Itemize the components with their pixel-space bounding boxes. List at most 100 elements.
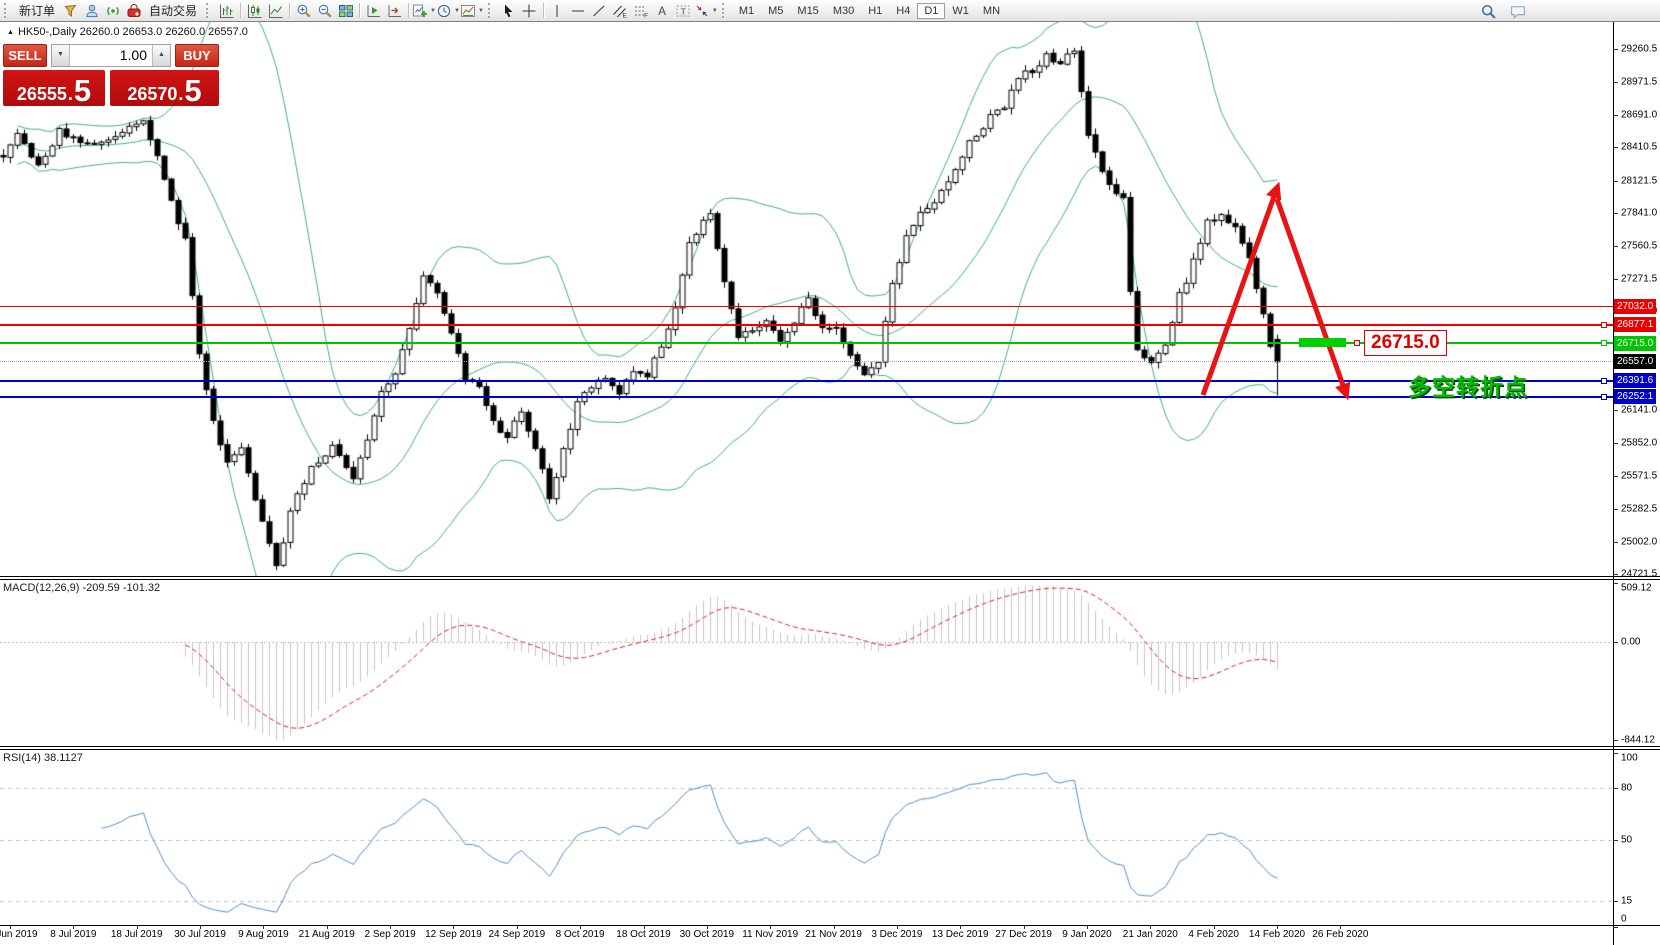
text-label-tool-icon[interactable]: T (673, 1, 694, 21)
zoom-out-icon[interactable] (314, 1, 335, 21)
buy-button[interactable]: BUY (175, 44, 219, 67)
buy-price-int: 26570 (127, 84, 178, 104)
price-tick-label: 24721.5 (1621, 568, 1658, 580)
search-icon[interactable] (1478, 1, 1499, 21)
date-tick (73, 925, 75, 929)
fibonacci-tool-icon[interactable]: F (631, 1, 652, 21)
down-trend-arrow[interactable] (1274, 198, 1351, 401)
auto-trading-icon[interactable] (123, 1, 144, 21)
pane-separator[interactable] (0, 576, 1660, 577)
auto-scroll-icon[interactable] (363, 1, 384, 21)
tile-windows-icon[interactable] (335, 1, 356, 21)
horizontal-level-line-26557.0[interactable] (0, 361, 1613, 363)
support-highlight-rect[interactable] (1299, 338, 1346, 347)
timeframe-button-m5[interactable]: M5 (768, 4, 784, 17)
macd-tick-label: -844.12 (1621, 734, 1655, 746)
bar-chart-icon[interactable] (216, 1, 237, 21)
zoom-in-icon[interactable] (293, 1, 314, 21)
signal-icon[interactable] (102, 1, 123, 21)
horizontal-line-tool-icon[interactable] (568, 1, 589, 21)
crosshair-icon[interactable] (519, 1, 540, 21)
trend-arrows[interactable] (1190, 175, 1360, 410)
timeframe-button-m15[interactable]: M15 (797, 4, 819, 17)
line-chart-icon[interactable] (265, 1, 286, 21)
date-label: 24 Sep 2019 (488, 929, 546, 940)
channel-tool-icon[interactable]: E (610, 1, 631, 21)
sell-button[interactable]: SELL (3, 44, 47, 67)
new-order-button[interactable]: 新订单 (19, 4, 56, 18)
macd-pane-canvas[interactable] (0, 580, 1613, 746)
accounts-icon[interactable] (81, 1, 102, 21)
horizontal-level-line-27032.0[interactable] (0, 306, 1613, 308)
rsi-tick-label: 50 (1621, 834, 1633, 846)
sell-price-display[interactable]: 26555 . 5 (3, 70, 105, 106)
auto-trading-button[interactable]: 自动交易 (149, 4, 198, 18)
rsi-pane-canvas[interactable] (0, 750, 1613, 925)
sell-price-int: 26555 (16, 84, 67, 104)
templates-icon[interactable]: ▼ (460, 1, 484, 21)
arrows-tool-icon[interactable]: ▼ (694, 1, 718, 21)
timeframe-button-h4[interactable]: H4 (896, 4, 911, 17)
timeframe-button-d1[interactable]: D1 (917, 2, 946, 19)
date-label: 21 Jan 2020 (1122, 929, 1178, 940)
main-chart-canvas[interactable] (0, 22, 1613, 577)
horizontal-level-line-26715.0[interactable] (0, 342, 1613, 345)
turning-point-note[interactable]: 多空转折点 (1408, 374, 1528, 400)
candlestick-icon[interactable] (244, 1, 265, 21)
timeframe-button-m30[interactable]: M30 (832, 4, 855, 17)
price-tick-dash (1613, 180, 1618, 182)
chart-shift-icon[interactable] (384, 1, 405, 21)
rsi-tick-dash (1613, 753, 1618, 754)
indicators-add-icon[interactable]: ▼ (412, 1, 436, 21)
buy-price-dec: 5 (184, 72, 202, 108)
horizontal-level-line-26391.6[interactable] (0, 379, 1613, 382)
cursor-icon[interactable] (498, 1, 519, 21)
date-tick (960, 925, 962, 929)
timeframe-button-h1[interactable]: H1 (868, 4, 883, 17)
volume-increase-button[interactable]: ▲ (152, 45, 170, 66)
chevron-down-icon: ▼ (453, 7, 460, 14)
price-tick-label: 29260.5 (1621, 43, 1658, 55)
date-axis-separator (0, 925, 1660, 926)
vertical-line-tool-icon[interactable] (547, 1, 568, 21)
date-tick (1340, 925, 1342, 929)
rsi-tick-dash (1613, 840, 1618, 841)
price-level-badge-26877.1: 26877.1 (1614, 317, 1656, 333)
price-tick-dash (1613, 443, 1618, 445)
volume-value[interactable]: 1.00 (119, 47, 147, 63)
date-tick (706, 925, 708, 929)
pane-separator[interactable] (0, 746, 1660, 747)
level-anchor-square[interactable] (1601, 340, 1607, 347)
main-toolbar: 新订单 自动交易 (0, 0, 1660, 22)
date-label: 13 Dec 2019 (931, 929, 989, 940)
up-trend-arrow[interactable] (1200, 181, 1282, 396)
date-label: 21 Nov 2019 (805, 929, 862, 940)
periods-clock-icon[interactable]: ▼ (436, 1, 460, 21)
horizontal-level-line-26877.1[interactable] (0, 323, 1613, 326)
date-tick (516, 925, 518, 929)
volume-decrease-button[interactable]: ▼ (52, 45, 70, 66)
level-anchor-square[interactable] (1601, 377, 1607, 384)
date-label: 26 Feb 2020 (1312, 929, 1369, 940)
horizontal-level-line-26252.1[interactable] (0, 395, 1613, 398)
rsi-tick-label: 15 (1621, 895, 1633, 907)
buy-price-display[interactable]: 26570 . 5 (110, 70, 219, 106)
trendline-tool-icon[interactable] (589, 1, 610, 21)
level-anchor-square[interactable] (1601, 321, 1607, 328)
one-click-trading-panel: SELL ▼ 1.00 ▲ BUY 26555 . 5 26570 . 5 (3, 44, 219, 106)
chat-icon[interactable] (1507, 1, 1528, 21)
timeframe-button-w1[interactable]: W1 (952, 4, 969, 17)
funnel-icon[interactable] (60, 1, 81, 21)
timeframe-button-m1[interactable]: M1 (738, 4, 755, 17)
macd-tick-dash (1613, 739, 1618, 741)
price-annotation-box[interactable]: 26715.0 (1364, 330, 1447, 356)
text-tool-icon[interactable]: A (652, 1, 673, 21)
date-tick (896, 925, 898, 929)
window-icon: ▲ (7, 29, 14, 36)
level-anchor-square[interactable] (1601, 393, 1607, 400)
annotation-anchor-square[interactable] (1354, 340, 1360, 346)
volume-stepper: ▼ 1.00 ▲ (51, 44, 171, 67)
price-tick-label: 25002.0 (1621, 536, 1658, 548)
price-tick-label: 28121.5 (1621, 175, 1658, 187)
timeframe-button-mn[interactable]: MN (982, 4, 1001, 17)
